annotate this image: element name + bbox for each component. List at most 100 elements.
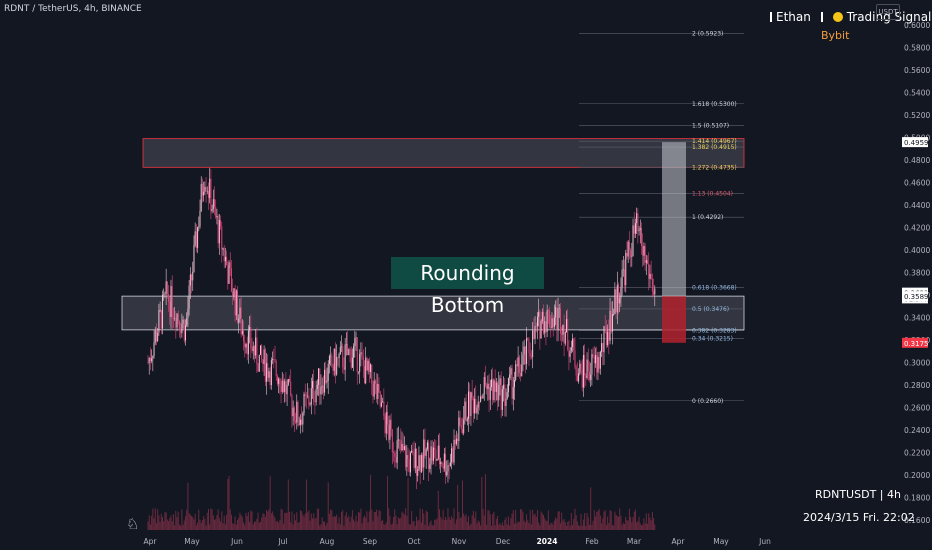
volume-bar [401, 511, 403, 530]
currency-scale-button[interactable]: USDT [876, 4, 900, 20]
volume-bar [351, 510, 353, 530]
candle-body [598, 356, 600, 369]
y-tick-label: 0.2400 [904, 426, 930, 435]
candle-body [177, 313, 179, 321]
volume-bar [316, 509, 318, 530]
volume-bar [621, 525, 623, 530]
volume-bar [500, 525, 502, 530]
fib-label: 0.618 (0.3668) [692, 284, 737, 291]
volume-bar [441, 519, 443, 530]
candle-body [305, 395, 307, 397]
volume-bar [453, 508, 455, 530]
candle-body [451, 448, 453, 463]
candle-body [552, 318, 554, 327]
volume-bar [295, 520, 297, 530]
candle-body [229, 262, 231, 269]
symbol-title[interactable]: RDNT / TetherUS, 4h, BINANCE [4, 4, 142, 14]
volume-bar [631, 522, 633, 530]
volume-bar [357, 512, 359, 530]
volume-bar [518, 521, 520, 530]
volume-bar [334, 516, 336, 530]
volume-bar [241, 517, 243, 530]
candle-body [148, 357, 150, 363]
candle-body [639, 228, 641, 230]
volume-bar [151, 515, 153, 530]
candle-body [634, 223, 636, 234]
candle-body [505, 398, 507, 406]
candle-body [278, 378, 280, 384]
volume-bar [245, 512, 247, 530]
candle-body [295, 421, 297, 423]
fib-label: 1.382 (0.4915) [692, 144, 737, 151]
volume-bar [550, 523, 552, 530]
candle-body [331, 355, 333, 367]
volume-bar [498, 524, 500, 530]
candle-body [489, 387, 491, 400]
brand-banner: Ethan Trading Signals [770, 10, 932, 24]
candle-body [518, 357, 520, 374]
volume-bar [471, 515, 473, 530]
candle-body [170, 286, 172, 318]
stop-price-label: 0.3175 [904, 340, 929, 348]
tradingview-logo-icon[interactable]: ♘ [126, 515, 140, 533]
candle-body [602, 343, 604, 353]
candle-body [169, 301, 171, 318]
candle-body [567, 319, 569, 350]
candle-body [342, 346, 344, 368]
volume-bar [327, 482, 329, 530]
volume-bar [147, 521, 149, 530]
volume-bar [148, 515, 150, 530]
volume-bar [170, 515, 172, 530]
volume-bar [278, 522, 280, 530]
volume-bar [211, 509, 213, 530]
candle-body [458, 417, 460, 442]
y-tick-label: 0.4000 [904, 246, 930, 255]
candle-body [565, 319, 567, 333]
candle-body [417, 469, 419, 476]
candle-body [468, 391, 470, 419]
candle-body [438, 445, 440, 465]
volume-bar [194, 513, 196, 530]
volume-bar [585, 525, 587, 530]
candle-body [520, 373, 522, 377]
candle-body [445, 453, 447, 476]
volume-bar [474, 517, 476, 530]
volume-bar [440, 516, 442, 530]
volume-bar [637, 521, 639, 530]
candle-body [168, 294, 170, 302]
candle-body [268, 371, 270, 378]
volume-bar [298, 521, 300, 530]
volume-bar [286, 512, 288, 530]
volume-bar [517, 521, 519, 530]
candle-body [259, 345, 261, 355]
candle-body [627, 241, 629, 257]
candle-body [511, 368, 513, 399]
volume-bar [227, 478, 229, 530]
volume-bar [209, 524, 211, 530]
volume-bar [380, 521, 382, 530]
volume-bar [291, 511, 293, 530]
volume-bar [463, 513, 465, 530]
x-tick-label: Jun [758, 537, 771, 546]
volume-bar [481, 477, 483, 530]
volume-bar [350, 516, 352, 530]
candle-body [289, 378, 291, 382]
volume-bar [289, 511, 291, 530]
volume-bar [632, 517, 634, 530]
candle-body [611, 314, 613, 332]
y-tick-label: 0.4600 [904, 179, 930, 188]
volume-bar [486, 524, 488, 530]
candle-body [303, 394, 305, 414]
volume-bar [434, 519, 436, 530]
candle-body [435, 449, 437, 461]
candle-body [266, 363, 268, 382]
volume-bar [360, 508, 362, 530]
candle-body [292, 407, 294, 417]
volume-bar [393, 517, 395, 530]
fib-label: 1 (0.4292) [692, 214, 723, 221]
candle-body [522, 354, 524, 365]
candlesticks [147, 167, 656, 490]
x-tick-label: Sep [363, 537, 377, 546]
volume-bar [222, 523, 224, 530]
